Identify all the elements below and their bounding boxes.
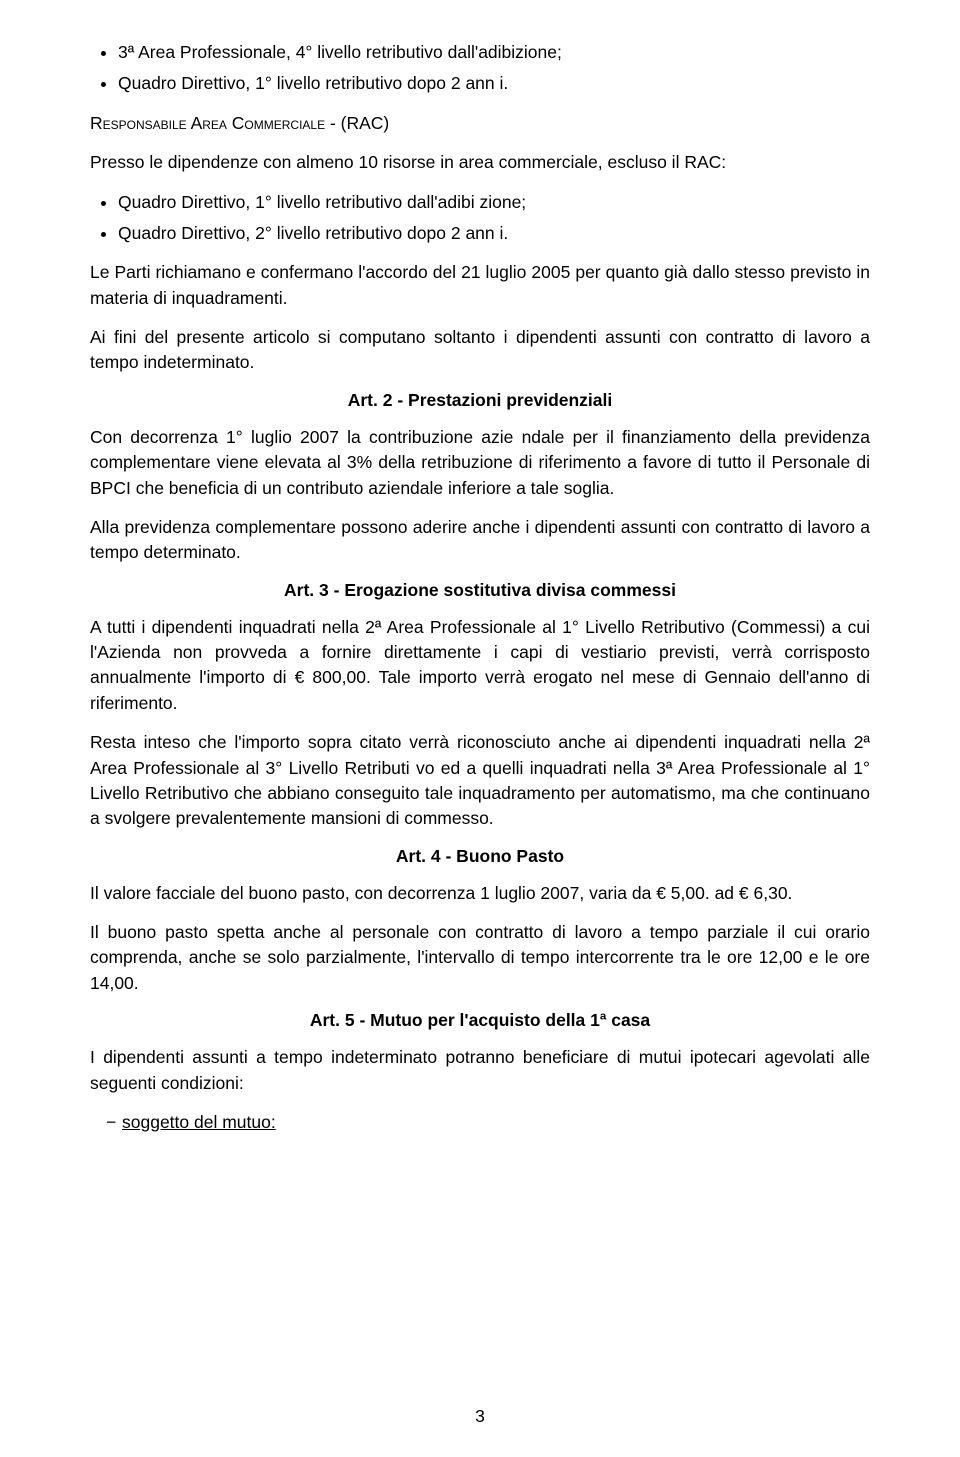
paragraph: Resta inteso che l'importo sopra citato … [90,730,870,832]
bullet-item: 3ª Area Professionale, 4° livello retrib… [118,40,870,65]
rac-bullet-list: Quadro Direttivo, 1° livello retributivo… [90,190,870,247]
paragraph: I dipendenti assunti a tempo indetermina… [90,1045,870,1096]
rac-intro: Presso le dipendenze con almeno 10 risor… [90,150,870,175]
art5-title: Art. 5 - Mutuo per l'acquisto della 1ª c… [90,1010,870,1031]
paragraph: Le Parti richiamano e confermano l'accor… [90,260,870,311]
bullet-item: Quadro Direttivo, 1° livello retributivo… [118,71,870,96]
top-bullet-list: 3ª Area Professionale, 4° livello retrib… [90,40,870,97]
bullet-item: Quadro Direttivo, 1° livello retributivo… [118,190,870,215]
paragraph: Il buono pasto spetta anche al personale… [90,920,870,996]
page-number: 3 [0,1406,960,1427]
dash-item: soggetto del mutuo: [106,1110,870,1135]
paragraph: Il valore facciale del buono pasto, con … [90,881,870,906]
paragraph: Con decorrenza 1° luglio 2007 la contrib… [90,425,870,501]
paragraph: Ai fini del presente articolo si computa… [90,325,870,376]
rac-smallcaps: Responsabile Area Commerciale [90,113,325,133]
art3-title: Art. 3 - Erogazione sostitutiva divisa c… [90,580,870,601]
art2-title: Art. 2 - Prestazioni previdenziali [90,390,870,411]
art4-title: Art. 4 - Buono Pasto [90,846,870,867]
paragraph: A tutti i dipendenti inquadrati nella 2ª… [90,615,870,717]
rac-heading: Responsabile Area Commerciale - (RAC) [90,111,870,136]
art5-dash-list: soggetto del mutuo: [90,1110,870,1135]
rac-tail: - (RAC) [325,113,389,133]
bullet-item: Quadro Direttivo, 2° livello retributivo… [118,221,870,246]
document-page: 3ª Area Professionale, 4° livello retrib… [0,0,960,1457]
paragraph: Alla previdenza complementare possono ad… [90,515,870,566]
